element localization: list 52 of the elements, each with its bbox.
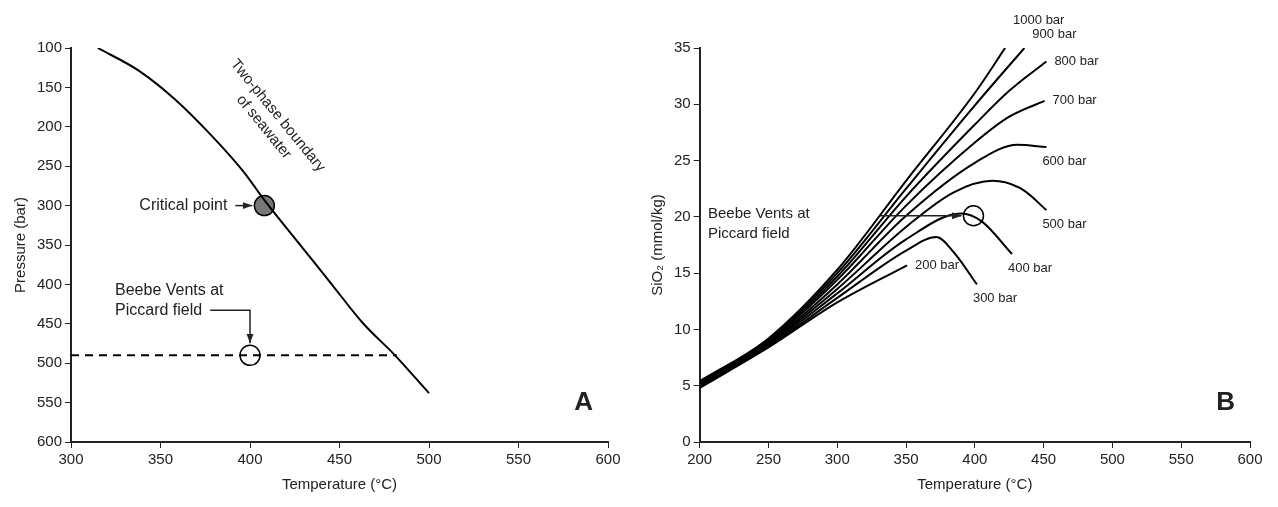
- y-tick-label: 30: [674, 94, 691, 112]
- x-tick-label: 350: [893, 450, 919, 468]
- x-tick-label: 450: [327, 450, 353, 468]
- y-tick-label: 250: [37, 156, 63, 174]
- y-tick-label: 10: [674, 319, 691, 337]
- x-tick-label: 500: [1099, 450, 1125, 468]
- annotation: Beebe Vents at Piccard field: [115, 280, 225, 318]
- x-tick-label: 350: [148, 450, 174, 468]
- y-tick-label: 300: [37, 195, 63, 213]
- y-tick-label: 25: [674, 150, 691, 168]
- y-tick-label: 0: [682, 432, 691, 450]
- x-tick-label: 600: [595, 450, 621, 468]
- annotation: A: [574, 385, 594, 416]
- x-tick-label: 450: [1031, 450, 1057, 468]
- series-label: 200 bar: [915, 256, 960, 272]
- series-label: 600 bar: [1042, 152, 1088, 168]
- x-tick-label: 550: [1168, 450, 1194, 468]
- annotation: B: [1216, 385, 1235, 416]
- series-label: 700 bar: [1052, 92, 1098, 108]
- y-tick-label: 35: [674, 38, 691, 56]
- series-label: 500 bar: [1042, 215, 1088, 231]
- x-axis-title: Temperature (°C): [281, 475, 398, 493]
- y-tick-label: 20: [674, 207, 691, 224]
- series-label: 1000 bar: [1013, 11, 1066, 27]
- y-tick-label: 15: [674, 263, 691, 281]
- x-tick-label: 600: [1237, 450, 1263, 468]
- annotation: Beebe Vents at Piccard field: [707, 203, 811, 241]
- x-tick-label: 400: [237, 450, 263, 468]
- y-tick-label: 400: [37, 274, 63, 292]
- y-tick-label: 450: [37, 313, 63, 331]
- x-axis-title: Temperature (°C): [917, 475, 1033, 493]
- x-tick-label: 400: [962, 450, 988, 468]
- series-label: 300 bar: [972, 289, 1018, 305]
- y-tick-label: 100: [37, 38, 63, 56]
- series-label: 900 bar: [1032, 25, 1078, 41]
- y-tick-label: 500: [37, 353, 63, 371]
- x-tick-label: 300: [58, 450, 84, 468]
- y-axis-title: SiO₂ (mmol/kg): [648, 194, 666, 296]
- series-label: 800 bar: [1054, 53, 1100, 69]
- y-tick-label: 600: [37, 432, 63, 450]
- series-label: 400 bar: [1007, 259, 1053, 275]
- y-tick-label: 550: [37, 392, 63, 410]
- y-tick-label: 350: [37, 235, 63, 253]
- annotation: Critical point: [139, 196, 228, 214]
- y-axis-title: Pressure (bar): [11, 197, 29, 293]
- y-tick-label: 200: [37, 116, 63, 134]
- x-tick-label: 500: [416, 450, 442, 468]
- x-tick-label: 550: [505, 450, 532, 468]
- x-tick-label: 250: [755, 450, 781, 468]
- y-tick-label: 150: [37, 77, 63, 95]
- y-tick-label: 5: [682, 375, 691, 393]
- x-tick-label: 300: [824, 450, 850, 468]
